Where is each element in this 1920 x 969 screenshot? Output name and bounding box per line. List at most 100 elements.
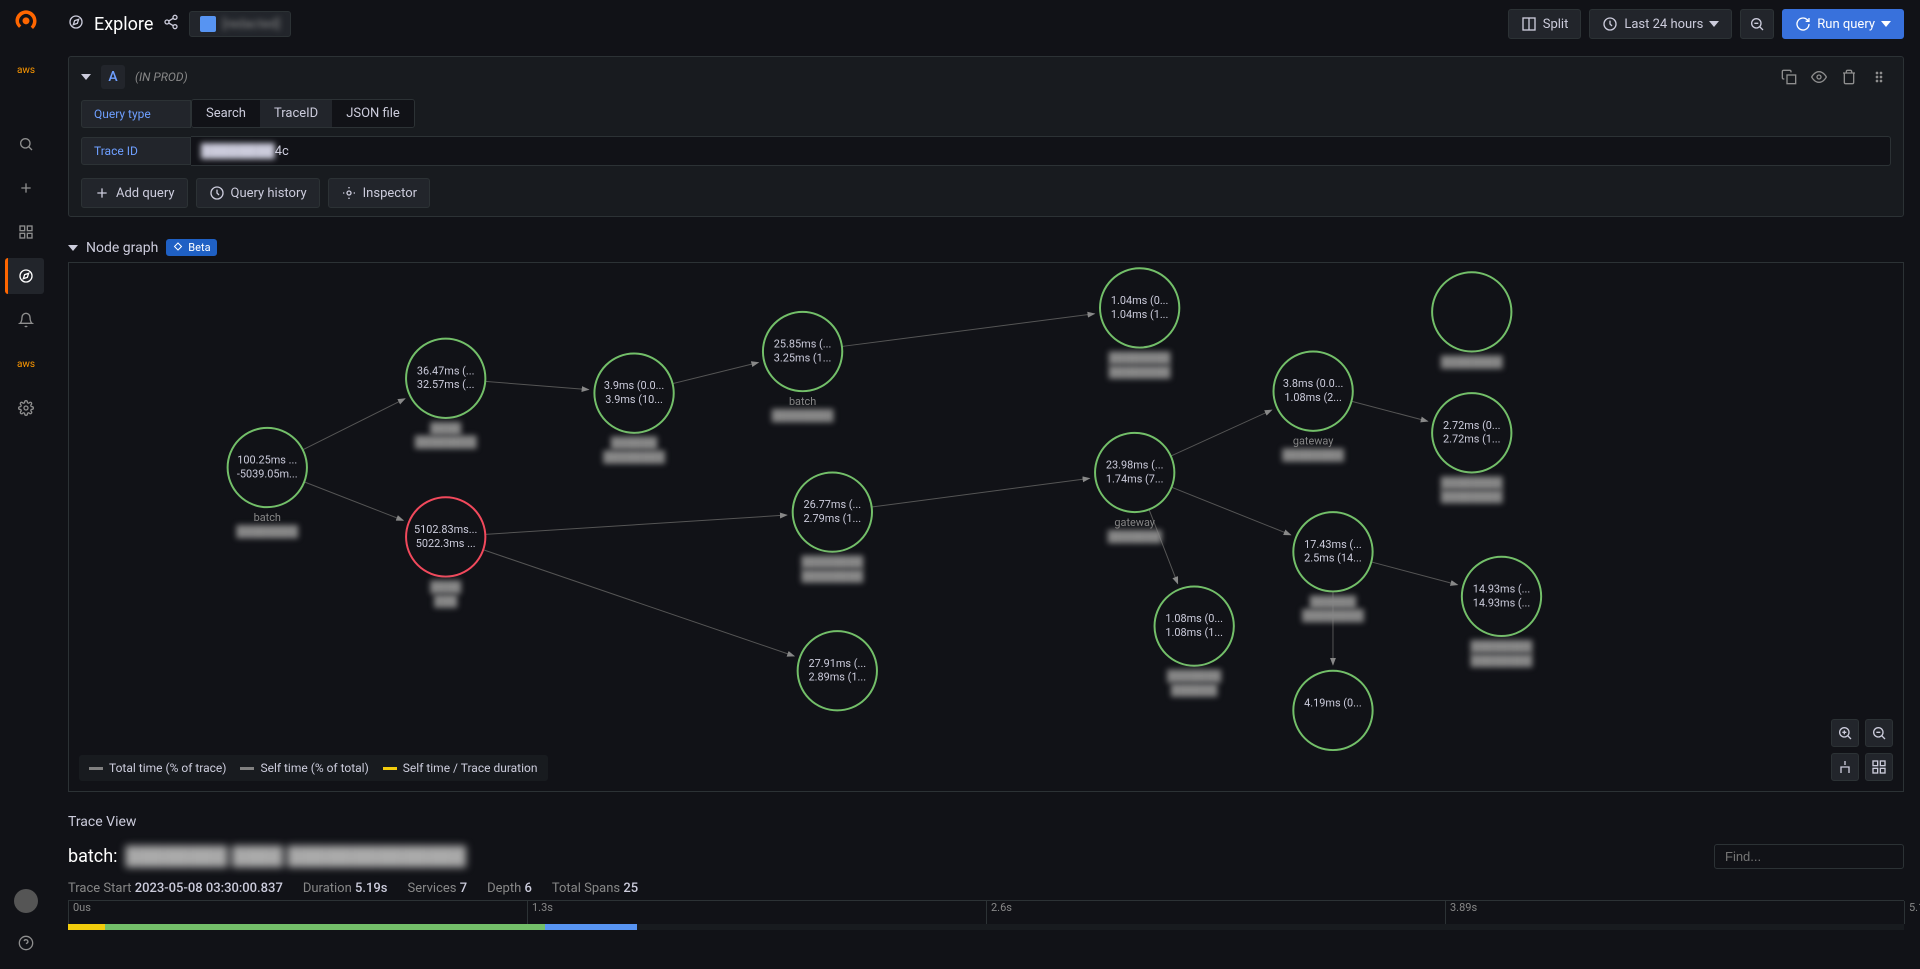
graph-node[interactable]: 1.08ms (0...1.08ms (1... █████████████	[1155, 586, 1234, 697]
svg-text:batch: batch	[789, 395, 816, 408]
ruler-tick: 0us	[68, 901, 91, 924]
aws-icon-2[interactable]: aws	[8, 346, 44, 382]
explore-icon[interactable]	[5, 258, 44, 294]
graph-node[interactable]: 3.8ms (0.0...1.08ms (2...gateway████████	[1273, 352, 1352, 463]
dashboards-icon[interactable]	[8, 214, 44, 250]
delete-icon[interactable]	[1837, 65, 1861, 89]
graph-node[interactable]: 27.91ms (...2.89ms (1...	[798, 631, 877, 710]
timeline-segment	[105, 924, 546, 930]
trace-id-input[interactable]: ████████4c	[191, 136, 1891, 166]
help-icon[interactable]	[8, 925, 44, 961]
trace-view-header: Trace View	[68, 808, 1904, 836]
query-tab-traceid[interactable]: TraceID	[260, 100, 332, 127]
svg-text:23.98ms (...: 23.98ms (...	[1106, 459, 1164, 472]
legend-item: Self time (% of total)	[240, 761, 368, 775]
trace-title: ████████ ████ ██████████████	[125, 846, 466, 867]
query-tab-search[interactable]: Search	[192, 100, 260, 127]
svg-text:4.19ms (0...: 4.19ms (0...	[1304, 696, 1362, 709]
svg-text:1.08ms (0...: 1.08ms (0...	[1165, 612, 1223, 625]
node-graph-legend: Total time (% of trace)Self time (% of t…	[79, 755, 548, 781]
svg-text:████████: ████████	[1109, 351, 1171, 365]
svg-text:3.25ms (1...: 3.25ms (1...	[774, 351, 832, 364]
svg-text:batch: batch	[254, 511, 281, 524]
alerting-icon[interactable]	[8, 302, 44, 338]
ruler-tick: 1.3s	[527, 901, 553, 924]
svg-text:1.04ms (1...: 1.04ms (1...	[1111, 308, 1169, 321]
timeline-ruler: 0us1.3s2.6s3.89s5.19s	[68, 900, 1904, 924]
query-editor: A (IN PROD) Query type SearchTraceIDJSON…	[68, 56, 1904, 217]
svg-text:██████: ██████	[1171, 684, 1218, 698]
svg-text:2.5ms (14...: 2.5ms (14...	[1304, 552, 1362, 565]
svg-text:████████: ████████	[801, 570, 863, 584]
svg-text:██████: ██████	[611, 437, 658, 451]
layout-grid-button[interactable]	[1865, 753, 1893, 781]
split-button[interactable]: Split	[1508, 9, 1582, 39]
graph-node[interactable]: 5102.83ms...5022.3ms ...███████	[406, 497, 485, 608]
trace-view-panel: Trace View batch: ████████ ████ ████████…	[68, 808, 1904, 930]
query-letter[interactable]: A	[101, 65, 125, 89]
drag-icon[interactable]	[1867, 65, 1891, 89]
svg-text:5102.83ms...: 5102.83ms...	[414, 523, 477, 536]
query-history-button[interactable]: Query history	[196, 178, 320, 208]
svg-text:14.93ms (...: 14.93ms (...	[1473, 582, 1531, 595]
svg-text:████: ████	[430, 422, 461, 436]
run-query-button[interactable]: Run query	[1782, 9, 1904, 39]
user-avatar[interactable]	[14, 889, 38, 913]
ruler-tick: 2.6s	[986, 901, 1012, 924]
graph-node[interactable]: 17.43ms (...2.5ms (14...██████████████	[1293, 512, 1372, 623]
node-graph-canvas[interactable]: 100.25ms ...-5039.05m...batch████████36.…	[68, 262, 1904, 792]
svg-text:████████: ████████	[1109, 365, 1171, 379]
config-icon[interactable]	[8, 390, 44, 426]
svg-text:███: ███	[434, 594, 457, 608]
graph-node[interactable]: 26.77ms (...2.79ms (1...████████████████	[793, 472, 872, 583]
svg-text:gateway: gateway	[1114, 516, 1155, 529]
svg-text:████████: ████████	[1441, 490, 1503, 504]
grafana-logo[interactable]	[12, 8, 40, 36]
datasource-picker[interactable]: [redacted]	[189, 11, 291, 37]
aws-icon[interactable]: aws	[8, 52, 44, 88]
node-graph-panel: Node graph Beta 100.25ms ...-5039.05m...…	[68, 233, 1904, 792]
graph-node[interactable]: 100.25ms ...-5039.05m...batch████████	[228, 428, 307, 539]
zoom-out-button[interactable]	[1865, 719, 1893, 747]
inspector-button[interactable]: Inspector	[328, 178, 430, 208]
graph-node[interactable]: 23.98ms (...1.74ms (7...gateway███████	[1095, 433, 1174, 544]
trace-id-label: Trace ID	[81, 137, 191, 165]
svg-text:-5039.05m...: -5039.05m...	[237, 467, 298, 480]
add-query-button[interactable]: Add query	[81, 178, 188, 208]
svg-text:32.57ms (...: 32.57ms (...	[417, 378, 475, 391]
graph-node[interactable]: 2.72ms (0...2.72ms (1...████████████████	[1432, 393, 1511, 504]
graph-node[interactable]: 3.9ms (0.0...3.9ms (10...██████████████	[594, 354, 673, 465]
timeline-bar[interactable]	[68, 924, 1904, 930]
graph-node[interactable]: 14.93ms (...14.93ms (...████████████████	[1462, 557, 1541, 668]
collapse-icon[interactable]	[68, 245, 78, 251]
zoom-out-button[interactable]	[1740, 9, 1774, 39]
trace-find-input[interactable]	[1714, 844, 1904, 869]
page-title: Explore	[94, 14, 153, 35]
chevron-down-icon	[1709, 21, 1719, 27]
graph-node[interactable]: 36.47ms (...32.57ms (...████████████	[406, 339, 485, 450]
svg-text:███████: ███████	[1167, 670, 1221, 684]
graph-node[interactable]: 25.85ms (...3.25ms (1...batch████████	[763, 312, 842, 423]
svg-text:████████: ████████	[1471, 640, 1533, 654]
plus-icon[interactable]	[8, 170, 44, 206]
graph-node[interactable]: ████████	[1432, 272, 1511, 369]
share-icon[interactable]	[163, 14, 179, 34]
zoom-in-button[interactable]	[1831, 719, 1859, 747]
svg-text:1.08ms (1...: 1.08ms (1...	[1165, 626, 1223, 639]
query-tab-json-file[interactable]: JSON file	[332, 100, 414, 127]
time-range-picker[interactable]: Last 24 hours	[1589, 9, 1732, 39]
copy-icon[interactable]	[1777, 65, 1801, 89]
layout-tree-button[interactable]	[1831, 753, 1859, 781]
visibility-icon[interactable]	[1807, 65, 1831, 89]
query-name: (IN PROD)	[135, 70, 188, 84]
svg-text:3.8ms (0.0...: 3.8ms (0.0...	[1283, 377, 1343, 390]
svg-text:2.72ms (1...: 2.72ms (1...	[1443, 433, 1501, 446]
explore-topbar: Explore [redacted] Split Last 24 hours R…	[52, 0, 1920, 48]
svg-text:████████: ████████	[1471, 654, 1533, 668]
search-icon[interactable]	[8, 126, 44, 162]
left-nav-rail: aws aws	[0, 0, 52, 969]
graph-node[interactable]: 1.04ms (0...1.04ms (1...████████████████	[1100, 268, 1179, 379]
graph-node[interactable]: 4.19ms (0...	[1293, 671, 1372, 750]
collapse-icon[interactable]	[81, 74, 91, 80]
compass-icon	[68, 14, 84, 34]
